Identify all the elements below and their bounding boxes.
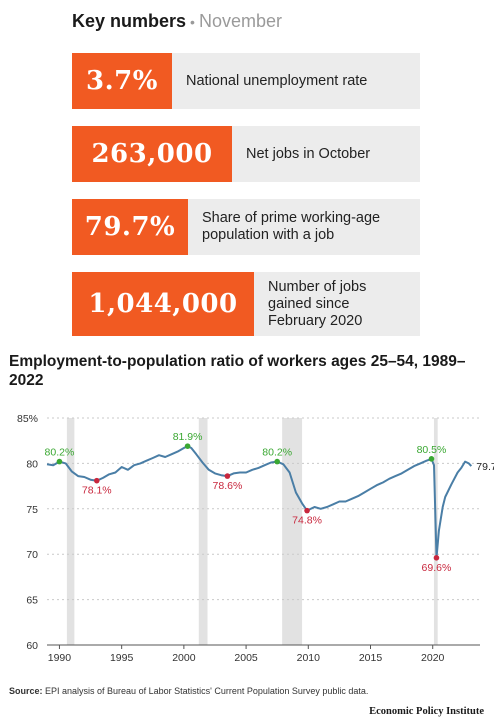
source-note: Source: EPI analysis of Bureau of Labor …	[9, 686, 368, 696]
x-axis-ticks: 1990 1995 2000 2005 2010 2015 2020	[48, 645, 445, 664]
peak-label: 80.2%	[45, 447, 75, 459]
trough-label: 78.1%	[82, 485, 112, 497]
stat-card-net-jobs: 263,000 Net jobs in October	[72, 126, 420, 182]
x-tick-label: 1995	[110, 652, 134, 664]
gridlines	[47, 417, 480, 646]
y-tick-label: 75	[26, 504, 38, 516]
header-title: Key numbers	[72, 11, 187, 31]
series-line	[46, 445, 473, 559]
trough-label: 74.8%	[292, 515, 322, 527]
header-separator: •	[190, 14, 195, 30]
chart-title: Employment-to-population ratio of worker…	[9, 353, 466, 389]
end-value-label: 79.7%	[476, 461, 494, 473]
brand-logo: Economic Policy Institute	[369, 706, 484, 717]
stat-card-jobs-gained: 1,044,000 Number of jobs gained since Fe…	[72, 272, 420, 336]
peak-label: 80.2%	[262, 447, 292, 459]
stat-value: 3.7%	[72, 53, 172, 109]
x-tick-label: 2020	[421, 652, 445, 664]
x-tick-label: 2015	[359, 652, 383, 664]
y-axis-ticks: 60 65 70 75 80 85%	[17, 413, 38, 652]
trough-label: 78.6%	[213, 480, 243, 492]
y-tick-label: 70	[26, 549, 38, 561]
y-tick-label: 60	[26, 640, 38, 652]
stat-value: 79.7%	[72, 199, 188, 255]
stat-label: National unemployment rate	[186, 72, 368, 89]
stat-value: 1,044,000	[72, 272, 254, 336]
y-tick-label: 65	[26, 595, 38, 607]
peak-marker	[274, 458, 280, 465]
trough-marker	[433, 555, 440, 561]
stat-label: Net jobs in October	[246, 145, 371, 162]
recession-band	[198, 418, 208, 645]
source-text: EPI analysis of Bureau of Labor Statisti…	[42, 686, 369, 696]
stat-label: Share of prime working-age population wi…	[202, 210, 381, 243]
line-chart: 60 65 70 75 80 85% 1990 1995 2000 2005 2010 2015 20…	[17, 413, 494, 664]
y-tick-label: 80	[26, 458, 38, 470]
annotations: 80.2% 78.1% 81.9% 78.6% 80.2% 74.8% 80.5% 69.6%…	[45, 431, 494, 574]
page-header: Key numbers • November	[72, 9, 282, 34]
recession-band	[282, 418, 303, 645]
recession-bands	[66, 418, 438, 645]
source-label: Source:	[9, 686, 43, 696]
trough-marker	[93, 477, 100, 484]
peak-label: 81.9%	[173, 431, 203, 443]
y-tick-label: 85%	[17, 413, 38, 425]
x-tick-label: 1990	[48, 652, 72, 664]
trough-label: 69.6%	[422, 562, 452, 574]
peak-marker	[428, 456, 435, 462]
trough-marker	[224, 473, 231, 479]
x-tick-label: 2010	[297, 652, 321, 664]
peak-label: 80.5%	[417, 444, 447, 456]
peak-marker	[184, 443, 191, 449]
header-subtitle: November	[198, 11, 282, 31]
peak-marker	[56, 458, 63, 465]
series-line-group	[46, 445, 473, 559]
stat-value: 263,000	[72, 126, 232, 182]
stat-label: Number of jobs gained since February 202…	[268, 278, 367, 329]
recession-band	[66, 418, 75, 645]
trough-marker	[304, 507, 310, 514]
x-tick-label: 2005	[234, 652, 258, 664]
x-tick-label: 2000	[172, 652, 196, 664]
stat-card-employment-share: 79.7% Share of prime working-age populat…	[72, 199, 420, 255]
stat-card-unemployment: 3.7% National unemployment rate	[72, 53, 420, 109]
